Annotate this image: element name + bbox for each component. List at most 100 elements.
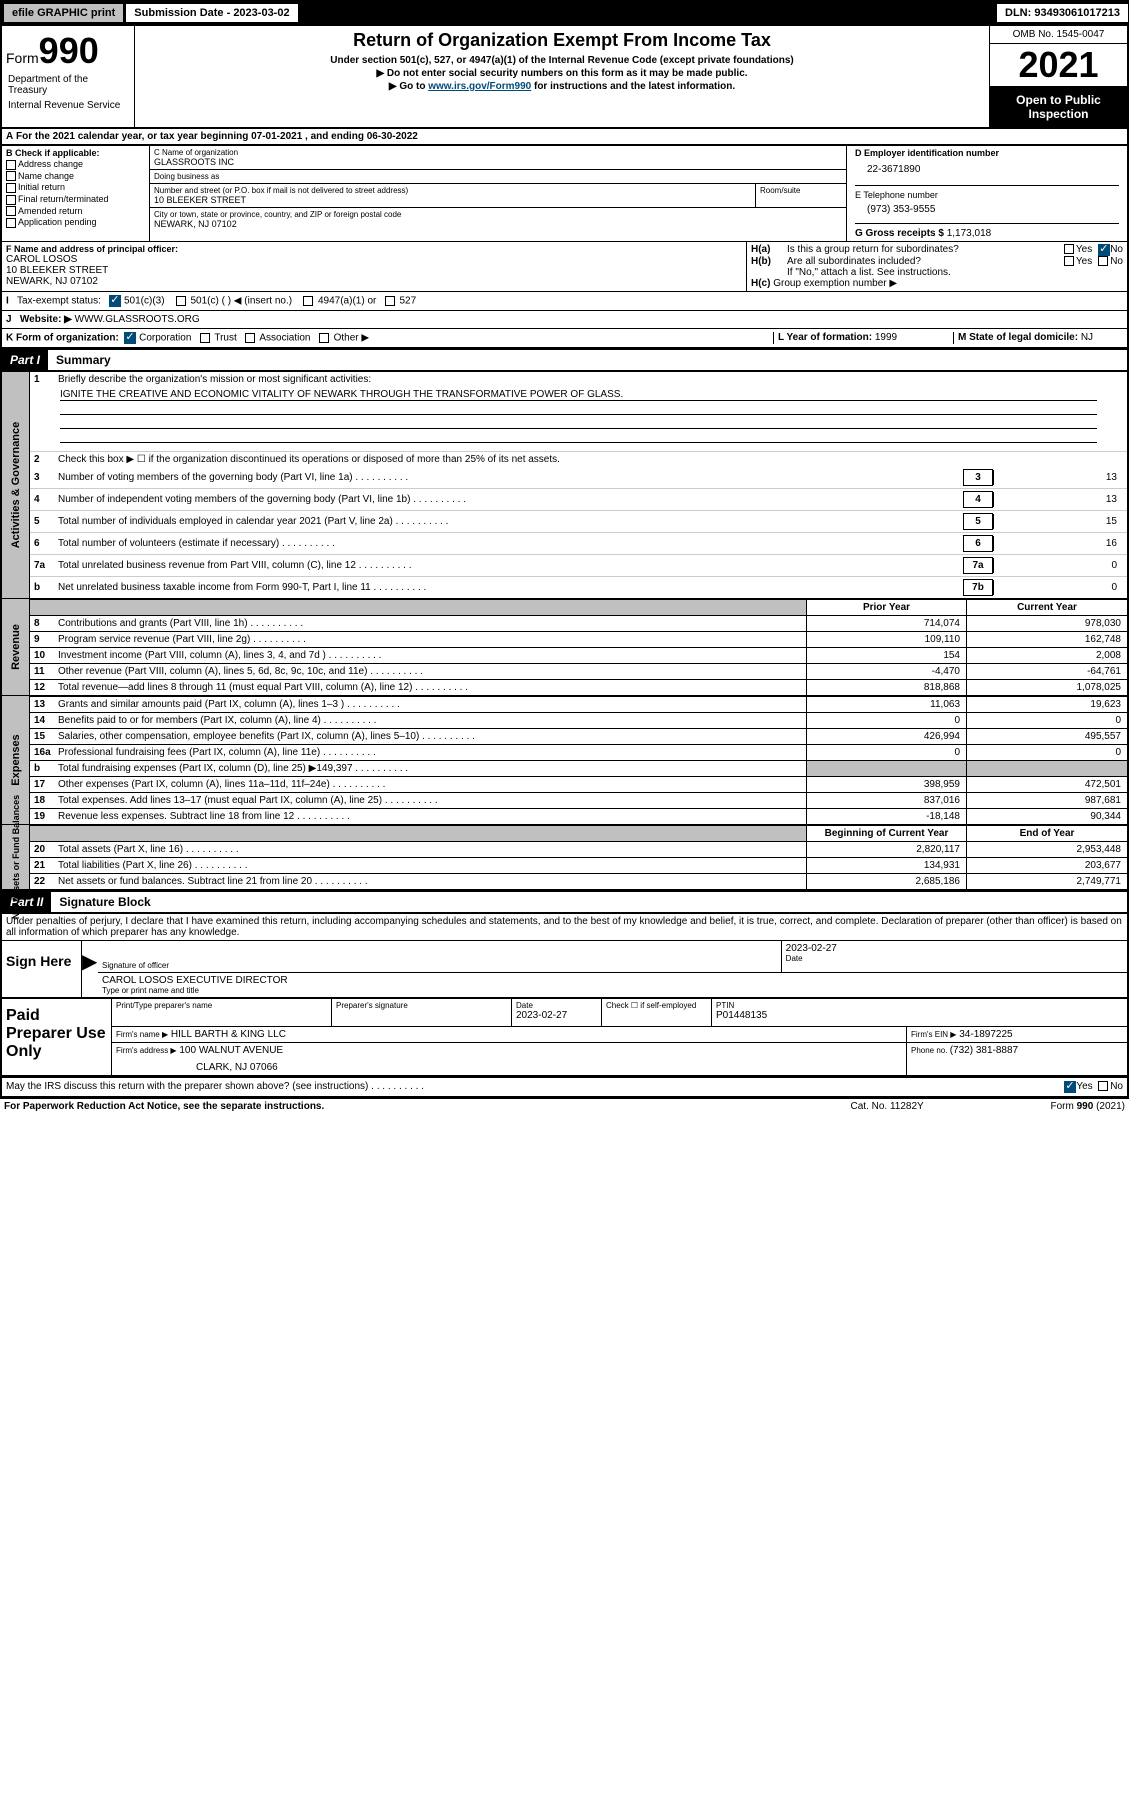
cb-initial-return[interactable]: Initial return	[6, 182, 145, 193]
cb-corp[interactable]	[124, 332, 136, 344]
expenses-content: 13 Grants and similar amounts paid (Part…	[30, 696, 1127, 824]
line-num: 7a	[34, 560, 58, 571]
paid-row1: Print/Type preparer's name Preparer's si…	[112, 999, 1127, 1027]
irs-link[interactable]: www.irs.gov/Form990	[428, 81, 531, 92]
beg-year-header: Beginning of Current Year	[807, 826, 967, 841]
row-a-text: For the 2021 calendar year, or tax year …	[16, 131, 418, 142]
discuss-yes-checkbox[interactable]	[1064, 1081, 1076, 1093]
prep-name-cell: Print/Type preparer's name	[112, 999, 332, 1026]
line-num: b	[30, 761, 54, 776]
part1-title: Summary	[48, 350, 1127, 370]
firm-addr2: CLARK, NJ 07066	[116, 1056, 902, 1073]
gross-block: G Gross receipts $ 1,173,018	[855, 223, 1119, 239]
header-left: Form990 Department of the Treasury Inter…	[2, 26, 135, 127]
paid-row3: Firm's address ▶ 100 WALNUT AVENUE CLARK…	[112, 1043, 1127, 1075]
box-val: 16	[993, 536, 1123, 551]
cb-amended[interactable]: Amended return	[6, 206, 145, 217]
cb-501c[interactable]	[176, 296, 186, 306]
cb-name-change[interactable]: Name change	[6, 171, 145, 182]
officer-name: CAROL LOSOS EXECUTIVE DIRECTOR	[102, 975, 1123, 986]
cb-assoc[interactable]	[245, 333, 255, 343]
sign-here-row: Sign Here ▶ Signature of officer 2023-02…	[2, 940, 1127, 997]
line-num: 3	[34, 472, 58, 483]
phone-block: E Telephone number (973) 353-9555	[855, 185, 1119, 219]
b-label: B Check if applicable:	[6, 148, 145, 158]
cb-address-change[interactable]: Address change	[6, 159, 145, 170]
mission-block: IGNITE THE CREATIVE AND ECONOMIC VITALIT…	[30, 389, 1127, 443]
current-val: 0	[967, 745, 1127, 760]
firm-name: HILL BARTH & KING LLC	[171, 1029, 286, 1040]
cb-527[interactable]	[385, 296, 395, 306]
opt-527: 527	[399, 296, 416, 307]
prior-val: 11,063	[807, 697, 967, 712]
discuss-no-checkbox[interactable]	[1098, 1081, 1108, 1091]
ptin-value: P01448135	[716, 1010, 1123, 1021]
current-val: 1,078,025	[967, 680, 1127, 695]
ha-yes-checkbox[interactable]	[1064, 244, 1074, 254]
yes-label: Yes	[1076, 256, 1092, 267]
cb-501c3[interactable]	[109, 295, 121, 307]
rev-header: Prior Year Current Year	[30, 599, 1127, 615]
header-sub1: Under section 501(c), 527, or 4947(a)(1)…	[139, 55, 985, 66]
box-num: 3	[963, 469, 993, 486]
hb-no-checkbox[interactable]	[1098, 256, 1108, 266]
data-line: 13 Grants and similar amounts paid (Part…	[30, 696, 1127, 712]
current-val: 2,749,771	[967, 874, 1127, 889]
cb-final-return[interactable]: Final return/terminated	[6, 194, 145, 205]
firm-phone: (732) 381-8887	[950, 1045, 1018, 1056]
hb-yes-checkbox[interactable]	[1064, 256, 1074, 266]
prior-val: 154	[807, 648, 967, 663]
gov-line: 6 Total number of volunteers (estimate i…	[30, 532, 1127, 554]
cb-app-pending[interactable]: Application pending	[6, 217, 145, 228]
current-val: 978,030	[967, 616, 1127, 631]
cb-trust[interactable]	[200, 333, 210, 343]
section-deg: D Employer identification number 22-3671…	[847, 146, 1127, 241]
data-line: 19 Revenue less expenses. Subtract line …	[30, 808, 1127, 824]
addr-block: Number and street (or P.O. box if mail i…	[150, 184, 846, 208]
hc-text: Group exemption number ▶	[773, 278, 897, 289]
line-num: 10	[30, 648, 54, 663]
l-block: L Year of formation: 1999	[773, 332, 953, 344]
gross-value: 1,173,018	[947, 228, 992, 239]
prior-val: -18,148	[807, 809, 967, 824]
activities-content: 1 Briefly describe the organization's mi…	[30, 372, 1127, 598]
expenses-section: Expenses 13 Grants and similar amounts p…	[0, 696, 1129, 825]
cb-label: Amended return	[18, 206, 83, 216]
yes-label: Yes	[1076, 1081, 1092, 1093]
sign-here-label: Sign Here	[2, 941, 82, 997]
hc-row: H(c) Group exemption number ▶	[751, 278, 1123, 289]
netassets-section: Net Assets or Fund Balances Beginning of…	[0, 825, 1129, 891]
paid-preparer-fields: Print/Type preparer's name Preparer's si…	[112, 999, 1127, 1075]
sig-date-field: 2023-02-27 Date	[782, 941, 1127, 972]
current-val: 2,008	[967, 648, 1127, 663]
section-fh: F Name and address of principal officer:…	[0, 241, 1129, 291]
no-label: No	[1110, 1081, 1123, 1093]
line-text: Net unrelated business taxable income fr…	[58, 582, 959, 593]
paid-row2: Firm's name ▶ HILL BARTH & KING LLC Firm…	[112, 1027, 1127, 1043]
line-num: 17	[30, 777, 54, 792]
data-line: 15 Salaries, other compensation, employe…	[30, 728, 1127, 744]
line-text: Other revenue (Part VIII, column (A), li…	[54, 664, 807, 679]
officer-sig-field: Signature of officer	[98, 941, 782, 972]
data-line: 18 Total expenses. Add lines 13–17 (must…	[30, 792, 1127, 808]
phone-value: (973) 353-9555	[855, 200, 1119, 219]
efile-print-button[interactable]: efile GRAPHIC print	[3, 3, 124, 23]
declaration-text: Under penalties of perjury, I declare th…	[2, 914, 1127, 940]
firm-ein-cell: Firm's EIN ▶ 34-1897225	[907, 1027, 1127, 1042]
cb-4947[interactable]	[303, 296, 313, 306]
ha-no-checkbox[interactable]	[1098, 244, 1110, 256]
prior-val	[807, 761, 967, 776]
firm-phone-cell: Phone no. (732) 381-8887	[907, 1043, 1127, 1075]
firm-phone-label: Phone no.	[911, 1046, 950, 1055]
f-addr2: NEWARK, NJ 07102	[6, 276, 742, 287]
m-label: M State of legal domicile:	[958, 332, 1081, 343]
vlabel-text: Activities & Governance	[10, 422, 22, 549]
sig-date-label: Date	[786, 954, 1123, 963]
current-val: 472,501	[967, 777, 1127, 792]
hc-label: H(c)	[751, 278, 770, 289]
line-num: 19	[30, 809, 54, 824]
prep-name-label: Print/Type preparer's name	[116, 1001, 327, 1010]
revenue-vlabel: Revenue	[2, 599, 30, 695]
cb-other[interactable]	[319, 333, 329, 343]
prep-sig-label: Preparer's signature	[336, 1001, 507, 1010]
